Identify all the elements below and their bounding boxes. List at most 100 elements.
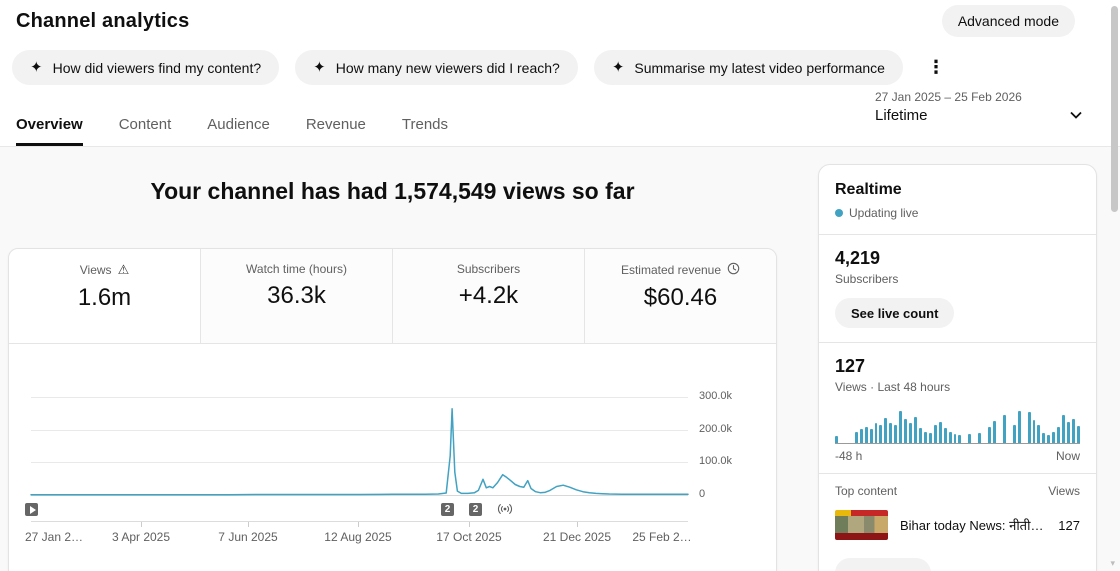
hourly-views-bar xyxy=(1002,414,1006,443)
realtime-card: Realtime Updating live 4,219 Subscribers… xyxy=(818,164,1097,571)
live-stream-icon[interactable] xyxy=(496,502,514,521)
hourly-views-bar xyxy=(874,423,878,443)
chevron-down-icon xyxy=(1067,106,1085,129)
advanced-mode-button[interactable]: Advanced mode xyxy=(941,5,1075,37)
metric-tab-subscribers[interactable]: Subscribers +4.2k xyxy=(392,249,584,343)
divider xyxy=(819,473,1096,474)
hourly-views-bar xyxy=(914,417,917,443)
warning-icon: ⚠ xyxy=(117,262,130,277)
sparkle-icon: ✦ xyxy=(30,59,43,76)
hourly-views-bar xyxy=(993,420,996,443)
analytics-tabs: Overview Content Audience Revenue Trends xyxy=(16,102,448,146)
hourly-views-bar xyxy=(1047,435,1051,443)
x-tick-label: 21 Dec 2025 xyxy=(542,530,612,544)
x-axis-line xyxy=(31,521,688,522)
sparkle-icon: ✦ xyxy=(611,59,625,76)
hourly-views-bar xyxy=(933,425,937,443)
divider xyxy=(819,234,1096,235)
hourly-views-bar xyxy=(835,435,838,443)
hourly-views-bar xyxy=(1037,425,1041,443)
hourly-views-bar xyxy=(884,417,888,443)
hourly-views-bar xyxy=(1027,412,1031,443)
date-range-text: 27 Jan 2025 – 25 Feb 2026 xyxy=(875,90,1022,104)
hourly-views-bar xyxy=(904,418,908,443)
hourly-views-bar xyxy=(864,426,868,443)
event-badge[interactable]: 2 xyxy=(441,503,454,516)
header: Channel analytics Advanced mode ✦ How did… xyxy=(0,0,1120,147)
video-views: 127 xyxy=(1058,517,1080,533)
tab-overview[interactable]: Overview xyxy=(16,102,83,146)
suggestion-chip-1[interactable]: ✦ How many new viewers did I reach? xyxy=(295,50,578,85)
views-series-line xyxy=(30,408,689,496)
x-tick-label: 17 Oct 2025 xyxy=(436,530,502,544)
realtime-status: Updating live xyxy=(835,206,1080,220)
hourly-views-bar xyxy=(879,425,883,443)
x-tick-label: 27 Jan 2… xyxy=(24,530,84,544)
metric-tab-views[interactable]: Views ⚠ 1.6m xyxy=(9,249,200,343)
hourly-views-bar xyxy=(968,434,972,443)
x-tick-label: 25 Feb 2… xyxy=(632,530,692,544)
hourly-views-bar xyxy=(889,423,893,443)
hourly-views-bar xyxy=(928,432,932,443)
hourly-views-bar xyxy=(938,422,942,443)
hourly-views-bar xyxy=(859,429,863,443)
y-tick-label: 100.0k xyxy=(699,455,733,467)
tab-revenue[interactable]: Revenue xyxy=(305,115,366,133)
hourly-views-bar xyxy=(894,425,898,443)
hourly-views-bar xyxy=(1062,414,1066,443)
top-content-row[interactable]: Bihar today News: नीतीश स… 127 xyxy=(835,510,1080,540)
video-thumbnail xyxy=(835,510,888,540)
scrollbar-thumb[interactable] xyxy=(1111,6,1118,212)
video-published-icon[interactable] xyxy=(25,503,38,516)
top-content-header: Top content Views xyxy=(835,484,1080,498)
gridline-200k xyxy=(31,430,688,431)
hourly-views-bar xyxy=(854,432,858,443)
views-column-label: Views xyxy=(1048,484,1080,498)
suggestion-chip-0[interactable]: ✦ How did viewers find my content? xyxy=(12,50,280,85)
realtime-views-label: Views · Last 48 hours xyxy=(835,380,951,394)
date-preset-label: Lifetime xyxy=(875,107,928,124)
realtime-subscribers-value: 4,219 xyxy=(835,248,881,268)
see-more-button[interactable] xyxy=(835,558,931,571)
gridline-100k xyxy=(31,462,688,463)
hourly-views-bar xyxy=(909,423,912,443)
y-tick-label: 300.0k xyxy=(699,390,733,402)
see-live-count-button[interactable]: See live count xyxy=(835,298,955,328)
realtime-status-label: Updating live xyxy=(849,206,919,220)
tab-content[interactable]: Content xyxy=(118,115,172,133)
gridline-300k xyxy=(31,397,688,398)
last-48h-bar-chart xyxy=(835,406,1080,444)
suggestion-chip-2[interactable]: ✦ Summarise my latest video performance xyxy=(593,50,903,85)
axis-left-label: -48 h xyxy=(835,449,863,463)
hourly-views-bar xyxy=(1067,422,1070,443)
video-title: Bihar today News: नीतीश स… xyxy=(900,518,1049,533)
hourly-views-bar xyxy=(988,426,991,443)
live-dot-icon xyxy=(835,209,843,217)
metric-tabs-row: Views ⚠ 1.6m Watch time (hours) 36.3k Subscri… xyxy=(9,249,776,344)
metric-tab-estimated-revenue[interactable]: Estimated revenue $60.46 xyxy=(584,249,776,343)
hourly-views-bar xyxy=(1042,432,1046,443)
event-badge[interactable]: 2 xyxy=(469,503,482,516)
realtime-views-value: 127 xyxy=(835,356,866,376)
date-range-selector[interactable]: 27 Jan 2025 – 25 Feb 2026 Lifetime xyxy=(875,90,1085,124)
overview-analytics-card: Views ⚠ 1.6m Watch time (hours) 36.3k Subscri… xyxy=(8,248,777,571)
hourly-views-bar xyxy=(899,411,903,443)
tab-trends[interactable]: Trends xyxy=(401,115,449,133)
scroll-down-arrow-icon: ▾ xyxy=(1110,558,1115,568)
content-area: Your channel has had 1,574,549 views so … xyxy=(0,147,1120,571)
chart-plot xyxy=(30,397,689,496)
gridline-0 xyxy=(31,495,688,496)
hourly-views-bar xyxy=(948,432,952,443)
hourly-views-bar xyxy=(978,432,982,443)
metric-tab-watch-time-hours[interactable]: Watch time (hours) 36.3k xyxy=(200,249,392,343)
hourly-views-bar xyxy=(1012,425,1016,443)
x-tick-label: 3 Apr 2025 xyxy=(111,530,171,544)
y-tick-label: 200.0k xyxy=(699,423,733,435)
x-axis-tick xyxy=(141,522,142,527)
hourly-views-bar xyxy=(1057,426,1061,443)
more-options-icon[interactable]: ⋮ xyxy=(926,56,945,77)
hourly-views-bar xyxy=(918,427,922,443)
x-axis-tick xyxy=(577,522,578,527)
x-tick-label: 12 Aug 2025 xyxy=(324,530,392,544)
tab-audience[interactable]: Audience xyxy=(207,115,270,133)
